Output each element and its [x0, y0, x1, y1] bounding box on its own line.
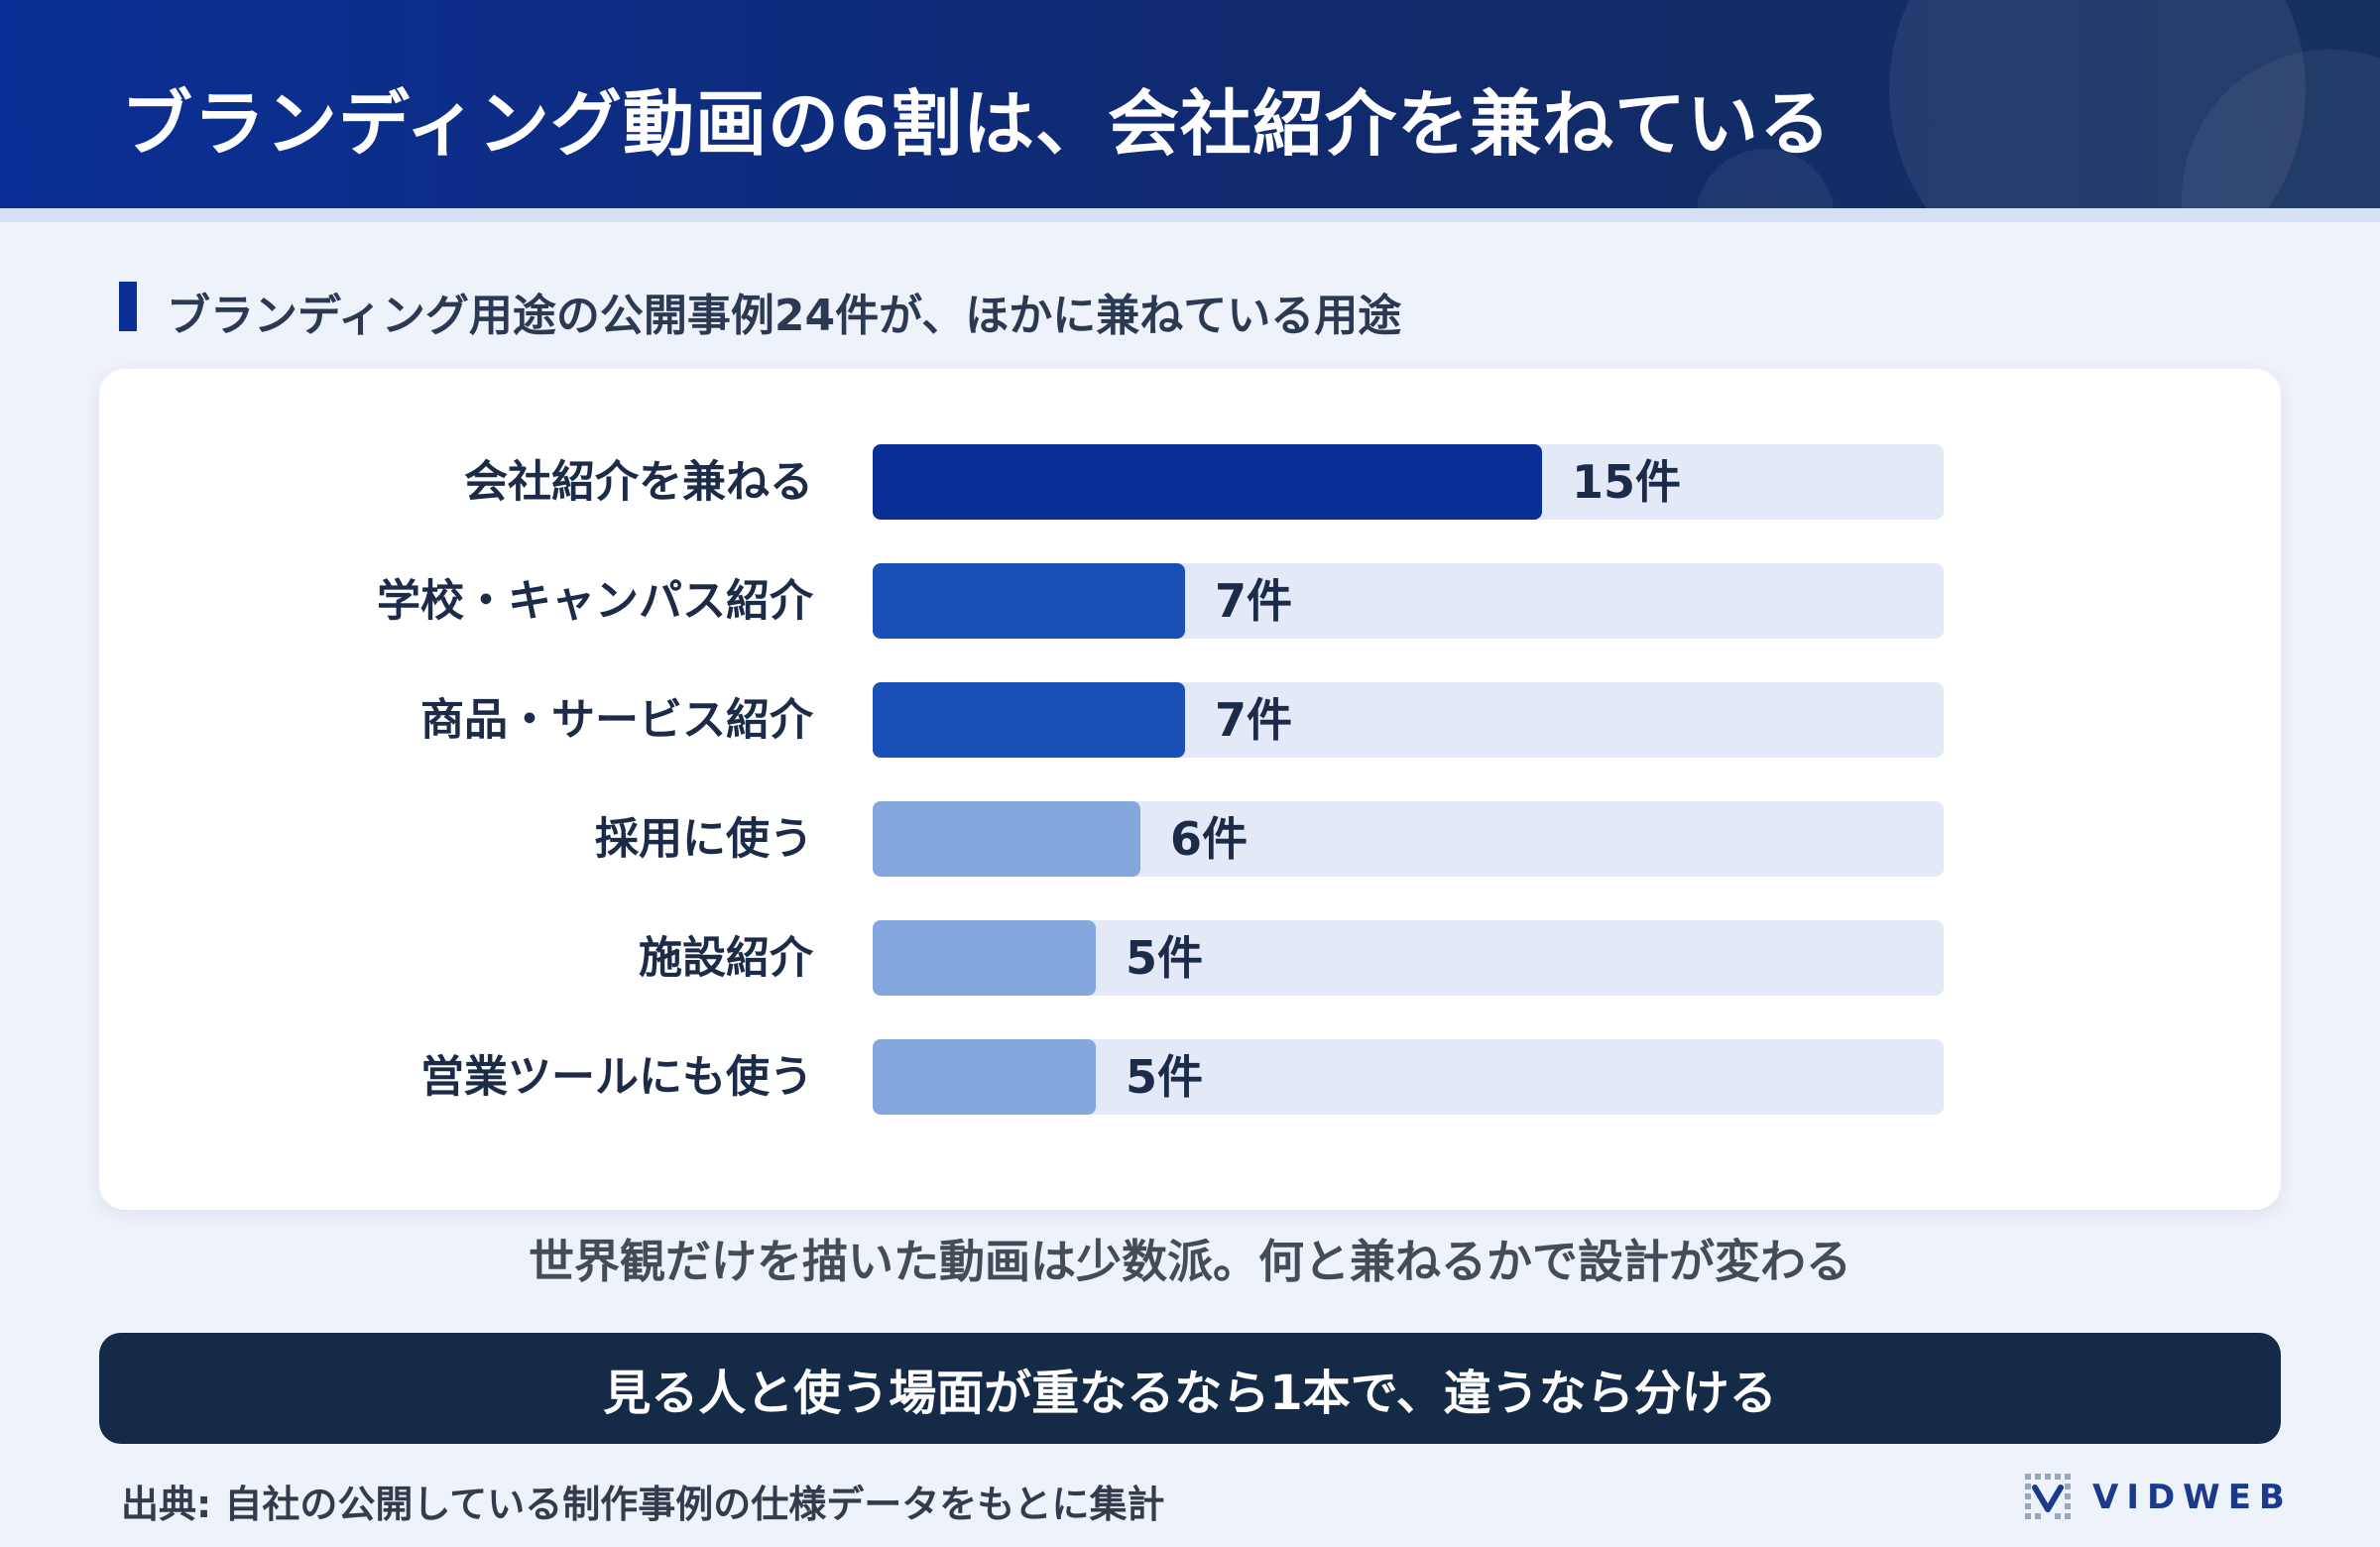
value-label: 5件 [1126, 931, 1203, 985]
category-label: 営業ツールにも使う [420, 1052, 813, 1103]
chart-card: 会社紹介を兼ねる 15件 学校・キャンパス紹介 7件 商品・サービス紹介 7件 採用に使う 6… [99, 369, 2281, 1210]
bar [873, 444, 1542, 520]
chart-subtitle: ブランディング用途の公開事例24件が、ほかに兼ねている用途 [167, 291, 1402, 341]
bar [873, 801, 1140, 877]
bar [873, 1039, 1096, 1115]
logo-text: VIDWEB [2092, 1478, 2293, 1517]
subtitle-accent-bar [119, 282, 137, 331]
page-title: ブランディング動画の6割は、会社紹介を兼ねている [121, 82, 1833, 166]
brand-logo: VIDWEB [2023, 1470, 2293, 1525]
chart-caption: 世界観だけを描いた動画は少数派。何と兼ねるかで設計が変わる [529, 1235, 1851, 1288]
bar-track [873, 1039, 1944, 1115]
value-label: 15件 [1572, 455, 1681, 509]
bar [873, 682, 1185, 758]
vidweb-logo-icon [2025, 1474, 2071, 1519]
category-label: 商品・サービス紹介 [420, 695, 814, 746]
value-label: 7件 [1215, 693, 1292, 747]
takeaway-text: 見る人と使う場面が重なるなら1本で、違うなら分ける [603, 1366, 1777, 1421]
category-label: 会社紹介を兼ねる [464, 457, 813, 508]
value-label: 5件 [1126, 1050, 1203, 1104]
category-label: 採用に使う [595, 814, 813, 865]
takeaway-banner: 見る人と使う場面が重なるなら1本で、違うなら分ける [99, 1333, 2281, 1444]
bar [873, 920, 1096, 996]
header-divider [0, 208, 2380, 222]
category-label: 施設紹介 [639, 933, 814, 984]
header-banner: ブランディング動画の6割は、会社紹介を兼ねている [0, 0, 2380, 208]
value-label: 6件 [1170, 812, 1248, 866]
source-note: 出典: 自社の公開している制作事例の仕様データをもとに集計 [121, 1483, 1165, 1526]
bar-track [873, 920, 1944, 996]
value-label: 7件 [1215, 574, 1292, 628]
bar [873, 563, 1185, 639]
decorative-circle [1889, 0, 2306, 208]
category-label: 学校・キャンパス紹介 [377, 576, 814, 627]
